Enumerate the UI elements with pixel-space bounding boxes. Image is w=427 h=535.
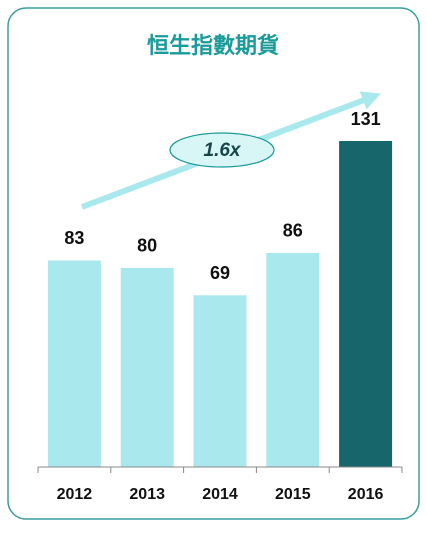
bar	[193, 295, 247, 467]
data-label: 69	[210, 263, 230, 283]
x-tick-label: 2014	[202, 486, 238, 503]
data-label: 131	[351, 109, 381, 129]
data-label: 86	[283, 221, 303, 241]
bar	[339, 141, 393, 467]
bar	[266, 252, 320, 467]
bar	[120, 267, 174, 467]
x-tick-label: 2013	[129, 486, 165, 503]
x-tick-label: 2015	[275, 486, 311, 503]
data-label: 83	[64, 228, 84, 248]
annotation: 1.6x	[204, 140, 242, 161]
annotation-badge	[169, 132, 275, 168]
x-tick-label: 2016	[348, 486, 384, 503]
bar	[47, 260, 101, 467]
chart-title: 恒生指數期貨	[147, 33, 279, 58]
x-tick-label: 2012	[57, 486, 93, 503]
data-label: 80	[137, 236, 157, 256]
